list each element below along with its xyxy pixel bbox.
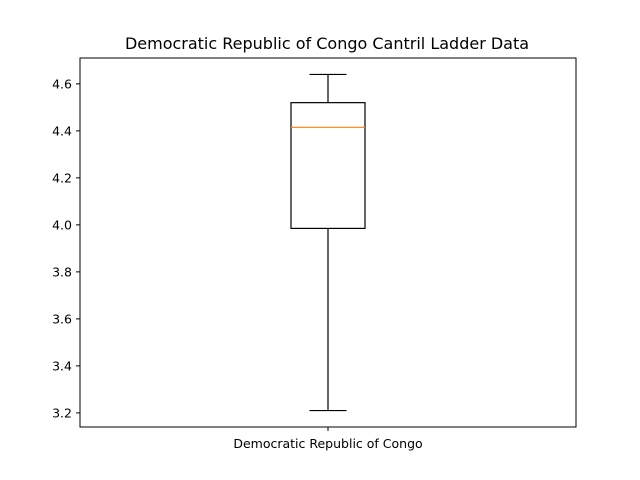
plot-area: 3.2 3.4 3.6 3.8 4.0 4.2 4.4 4.6 bbox=[52, 57, 577, 431]
chart-title: Democratic Republic of Congo Cantril Lad… bbox=[125, 34, 529, 53]
y-tick-label: 4.2 bbox=[52, 170, 72, 185]
iqr-box bbox=[290, 102, 366, 229]
y-tick-label: 3.2 bbox=[52, 405, 72, 420]
y-tick-label: 4.4 bbox=[52, 123, 72, 138]
x-tick-label: Democratic Republic of Congo bbox=[233, 436, 422, 451]
y-tick-label: 4.0 bbox=[52, 217, 72, 232]
y-tick-label: 3.8 bbox=[52, 264, 72, 279]
y-tick-label: 3.6 bbox=[52, 311, 72, 326]
y-tick-label: 4.6 bbox=[52, 76, 72, 91]
y-tick-label: 3.4 bbox=[52, 358, 72, 373]
